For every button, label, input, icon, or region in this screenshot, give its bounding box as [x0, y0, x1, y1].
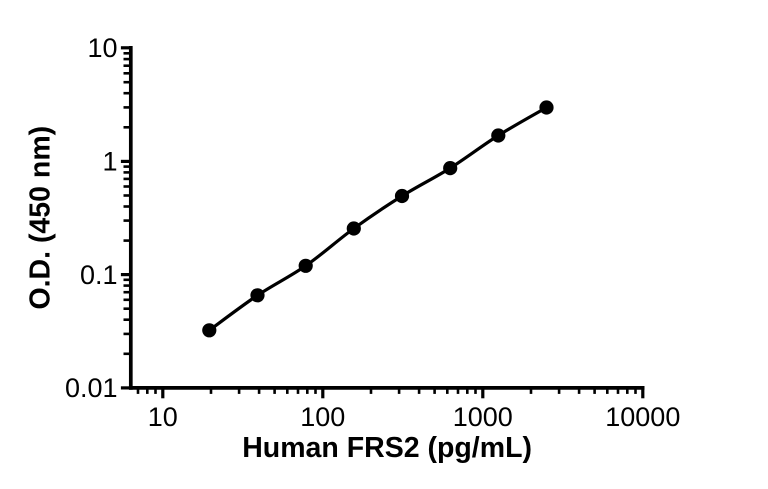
svg-text:10: 10: [148, 402, 178, 432]
svg-text:Human FRS2 (pg/mL): Human FRS2 (pg/mL): [242, 432, 532, 464]
svg-text:0.01: 0.01: [65, 373, 118, 403]
svg-text:1000: 1000: [453, 402, 513, 432]
svg-text:100: 100: [300, 402, 345, 432]
svg-text:O.D. (450 nm): O.D. (450 nm): [25, 126, 57, 310]
svg-text:10: 10: [87, 33, 117, 63]
svg-text:1: 1: [102, 147, 117, 177]
svg-text:0.1: 0.1: [80, 260, 118, 290]
svg-text:10000: 10000: [605, 402, 680, 432]
